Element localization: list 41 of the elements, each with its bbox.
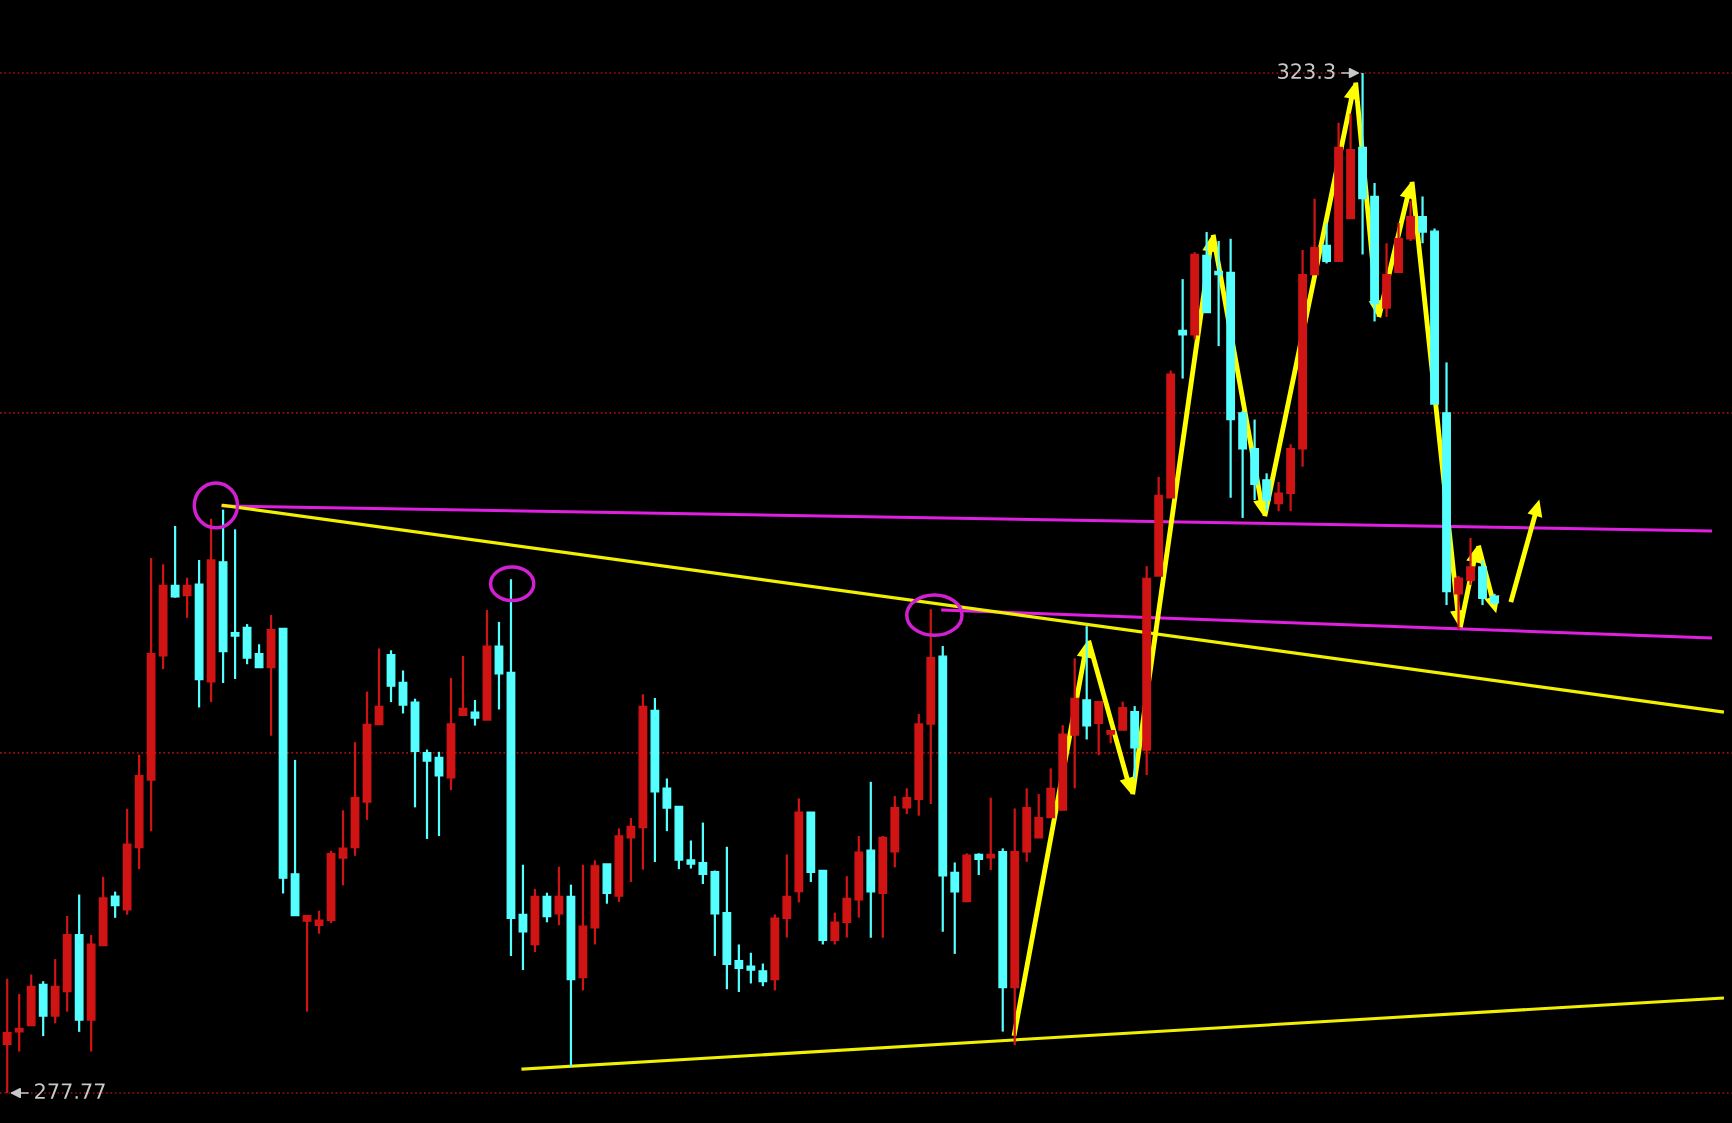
candlestick	[230, 528, 240, 681]
candlestick	[422, 748, 432, 841]
candlestick	[1178, 278, 1188, 380]
candlestick	[1094, 700, 1104, 757]
candlestick	[758, 962, 768, 988]
candlestick	[1406, 199, 1415, 243]
candlestick	[782, 853, 792, 939]
annotation: 277.77	[35, 1083, 105, 1099]
candlestick	[170, 524, 180, 599]
candlestick	[110, 890, 120, 919]
candlestick	[1322, 221, 1332, 265]
candlestick	[1454, 574, 1463, 631]
candlestick	[1466, 536, 1475, 587]
candlestick	[302, 914, 312, 1013]
candlestick	[746, 951, 756, 985]
candlestick	[902, 787, 912, 816]
candlestick	[686, 839, 696, 870]
candlestick	[182, 576, 192, 619]
candlestick	[662, 777, 672, 833]
candlestick	[974, 852, 984, 877]
candlestick	[950, 861, 960, 955]
candlestick	[1262, 472, 1272, 513]
candlestick	[1034, 793, 1044, 839]
candlestick	[338, 809, 348, 887]
candlestick	[830, 911, 840, 946]
annotation: 323.3	[1278, 63, 1335, 80]
candlestick	[2, 977, 12, 1095]
candlestick	[986, 796, 996, 872]
candlestick	[1418, 195, 1427, 245]
candlestick	[1274, 480, 1284, 513]
candlestick	[734, 943, 744, 994]
candlestick	[1214, 239, 1224, 348]
candlestick	[626, 816, 636, 884]
candlestick	[698, 821, 708, 886]
candlestick	[254, 643, 264, 669]
candlestick	[842, 875, 852, 939]
candlestick	[470, 698, 480, 727]
candlestick	[14, 992, 24, 1053]
candlestick	[1118, 700, 1128, 732]
candlestick	[542, 891, 552, 924]
candlestick	[398, 669, 408, 715]
